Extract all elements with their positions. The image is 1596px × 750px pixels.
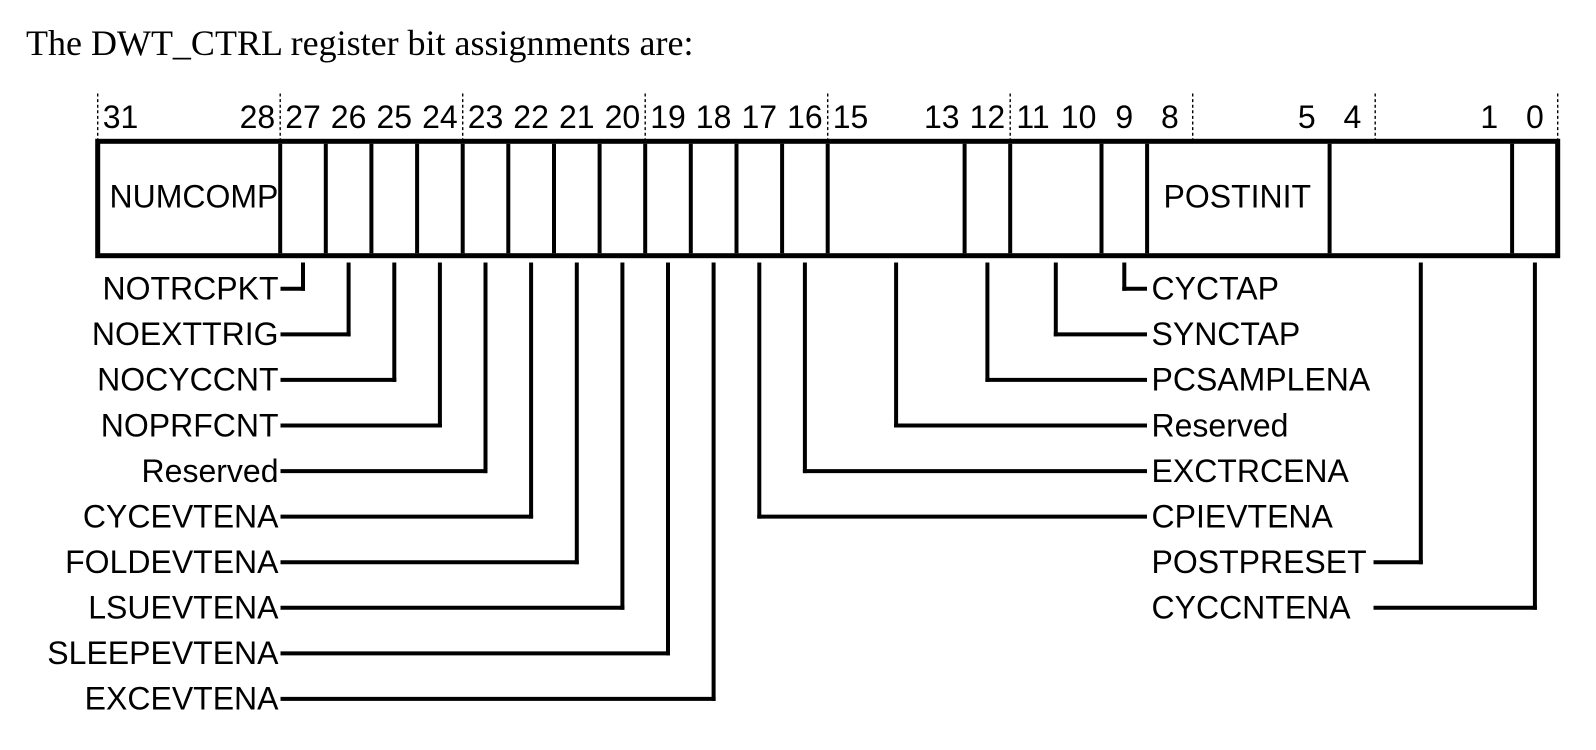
svg-text:PCSAMPLENA: PCSAMPLENA — [1152, 362, 1371, 398]
svg-text:0: 0 — [1526, 99, 1544, 135]
svg-text:31: 31 — [103, 99, 139, 135]
svg-text:SLEEPEVTENA: SLEEPEVTENA — [47, 635, 279, 671]
svg-text:20: 20 — [605, 99, 641, 135]
svg-text:22: 22 — [513, 99, 549, 135]
svg-text:24: 24 — [422, 99, 458, 135]
svg-text:8: 8 — [1161, 99, 1179, 135]
svg-text:Reserved: Reserved — [142, 453, 279, 489]
svg-text:13: 13 — [924, 99, 960, 135]
svg-text:10: 10 — [1061, 99, 1097, 135]
svg-text:19: 19 — [650, 99, 686, 135]
svg-text:5: 5 — [1298, 99, 1316, 135]
svg-text:25: 25 — [377, 99, 413, 135]
svg-text:FOLDEVTENA: FOLDEVTENA — [65, 544, 279, 580]
svg-text:12: 12 — [970, 99, 1006, 135]
svg-text:11: 11 — [1016, 99, 1049, 135]
svg-text:EXCEVTENA: EXCEVTENA — [85, 681, 279, 717]
svg-text:POSTINIT: POSTINIT — [1164, 179, 1312, 215]
svg-text:The DWT_CTRL register bit assi: The DWT_CTRL register bit assignments ar… — [26, 23, 694, 63]
svg-text:17: 17 — [742, 99, 778, 135]
svg-text:CYCTAP: CYCTAP — [1152, 271, 1279, 307]
svg-text:18: 18 — [696, 99, 732, 135]
svg-text:9: 9 — [1115, 99, 1133, 135]
svg-text:LSUEVTENA: LSUEVTENA — [88, 590, 279, 626]
svg-text:NOCYCCNT: NOCYCCNT — [97, 362, 278, 398]
svg-text:CPIEVTENA: CPIEVTENA — [1152, 498, 1334, 534]
svg-text:28: 28 — [240, 99, 276, 135]
svg-text:1: 1 — [1480, 99, 1498, 135]
svg-text:NOTRCPKT: NOTRCPKT — [103, 271, 279, 307]
svg-text:POSTPRESET: POSTPRESET — [1152, 544, 1367, 580]
svg-text:CYCCNTENA: CYCCNTENA — [1152, 590, 1352, 626]
svg-text:SYNCTAP: SYNCTAP — [1152, 316, 1301, 352]
svg-text:NOEXTTRIG: NOEXTTRIG — [92, 316, 279, 352]
svg-text:16: 16 — [787, 99, 823, 135]
svg-text:26: 26 — [331, 99, 367, 135]
svg-text:Reserved: Reserved — [1152, 407, 1289, 443]
svg-text:NUMCOMP: NUMCOMP — [110, 179, 279, 215]
svg-text:NOPRFCNT: NOPRFCNT — [101, 407, 279, 443]
svg-text:CYCEVTENA: CYCEVTENA — [83, 498, 279, 534]
svg-text:23: 23 — [468, 99, 504, 135]
svg-text:15: 15 — [833, 99, 869, 135]
svg-text:4: 4 — [1344, 99, 1362, 135]
svg-text:21: 21 — [559, 99, 595, 135]
svg-text:27: 27 — [285, 99, 321, 135]
svg-text:EXCTRCENA: EXCTRCENA — [1152, 453, 1350, 489]
